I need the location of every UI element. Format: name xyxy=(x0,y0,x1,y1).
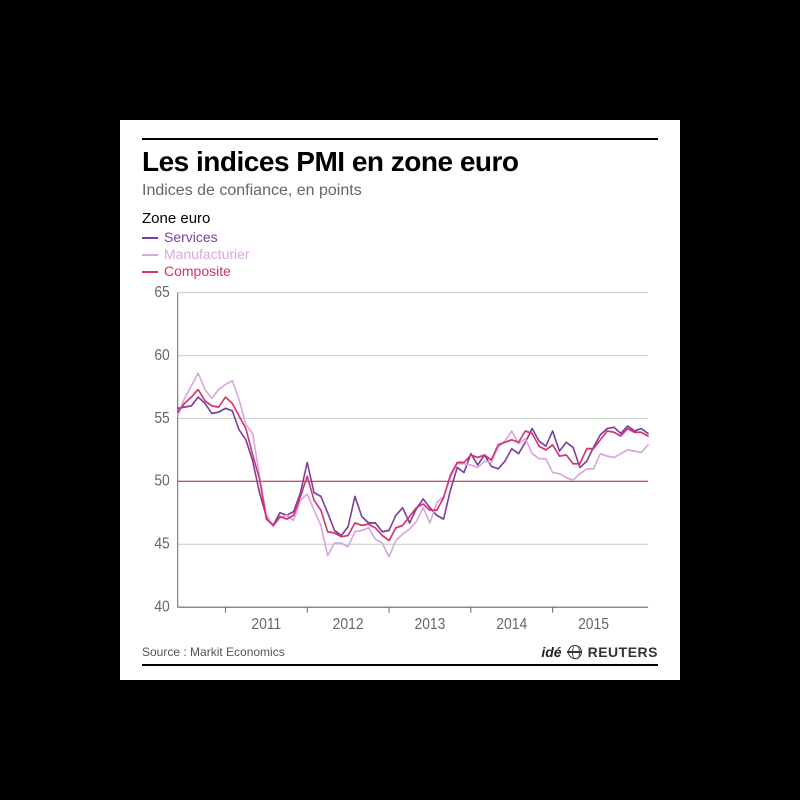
svg-text:55: 55 xyxy=(154,410,169,427)
legend-label: Services xyxy=(164,229,218,246)
chart-footer: Source : Markit Economics idé REUTERS xyxy=(142,638,658,660)
chart-title: Les indices PMI en zone euro xyxy=(142,146,658,178)
bottom-rule xyxy=(142,664,658,666)
chart-card: Les indices PMI en zone euro Indices de … xyxy=(120,120,680,680)
legend-swatch xyxy=(142,254,158,256)
svg-text:2015: 2015 xyxy=(578,617,609,634)
svg-text:2014: 2014 xyxy=(496,617,527,634)
svg-text:2011: 2011 xyxy=(251,617,281,634)
legend-title: Zone euro xyxy=(142,210,658,227)
legend-swatch xyxy=(142,271,158,273)
svg-text:60: 60 xyxy=(154,347,169,364)
svg-text:65: 65 xyxy=(154,286,169,301)
legend: ServicesManufacturierComposite xyxy=(142,229,658,280)
legend-item: Manufacturier xyxy=(142,246,658,263)
source-label: Source : Markit Economics xyxy=(142,645,285,659)
svg-text:50: 50 xyxy=(154,473,169,490)
legend-item: Composite xyxy=(142,263,658,280)
top-rule xyxy=(142,138,658,140)
svg-text:2013: 2013 xyxy=(414,617,445,634)
brand-block: idé REUTERS xyxy=(541,644,658,660)
legend-label: Manufacturier xyxy=(164,246,250,263)
svg-text:45: 45 xyxy=(154,536,169,553)
line-chart: 40 45 50 55 60 65 2011 2012 2013 2014 2015 xyxy=(142,286,658,638)
svg-text:2012: 2012 xyxy=(333,617,364,634)
brand-reuters: REUTERS xyxy=(588,644,658,660)
chart-area: 40 45 50 55 60 65 2011 2012 2013 2014 2015 xyxy=(142,286,658,638)
legend-item: Services xyxy=(142,229,658,246)
legend-label: Composite xyxy=(164,263,231,280)
chart-subtitle: Indices de confiance, en points xyxy=(142,182,658,200)
globe-icon xyxy=(568,645,582,659)
brand-ide: idé xyxy=(541,644,561,660)
svg-text:40: 40 xyxy=(154,599,169,616)
legend-swatch xyxy=(142,237,158,239)
